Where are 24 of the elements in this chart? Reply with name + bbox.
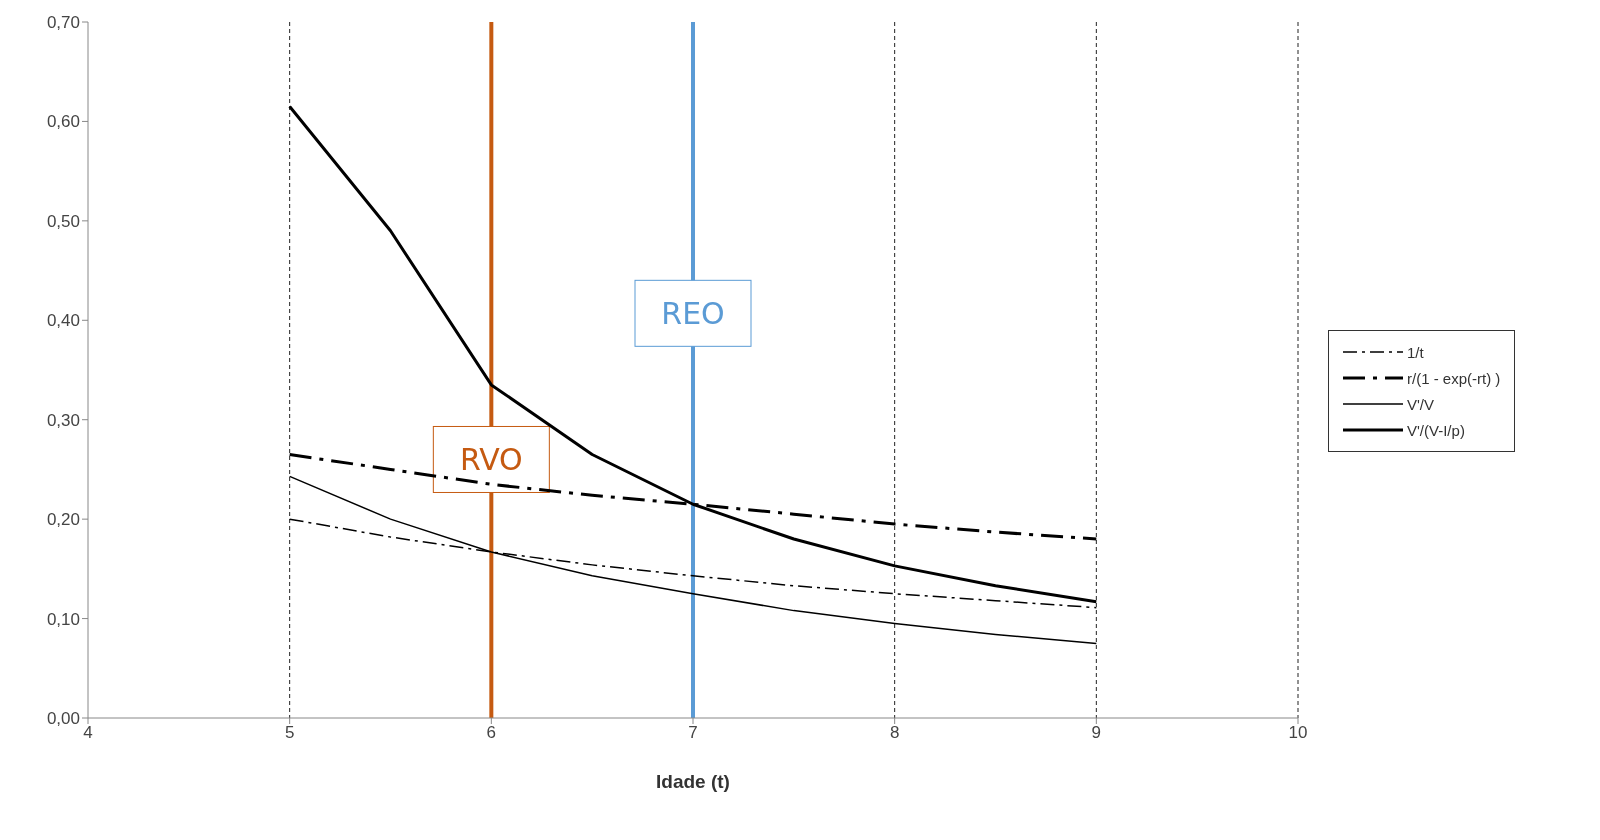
legend-label: V'/(V-I/p) <box>1407 421 1465 439</box>
y-tick-label: 0,40 <box>46 311 80 331</box>
y-tick-label: 0,10 <box>46 609 80 629</box>
x-tick-label: 7 <box>688 723 698 743</box>
x-tick-label: 10 <box>1288 723 1308 743</box>
legend-label: r/(1 - exp(-rt) ) <box>1407 369 1501 387</box>
x-tick-label: 6 <box>486 723 497 743</box>
y-tick-label: 0,70 <box>46 13 80 33</box>
x-axis-title: Idade (t) <box>656 771 730 792</box>
x-tick-label: 5 <box>284 723 295 743</box>
legend-label: V'/V <box>1407 395 1435 413</box>
x-tick-label: 9 <box>1091 723 1102 743</box>
y-tick-label: 0,20 <box>46 510 80 530</box>
line-series <box>288 105 1098 604</box>
x-tick-label: 4 <box>83 723 93 743</box>
y-tick-label: 0,50 <box>46 211 80 231</box>
line-series <box>288 475 1098 645</box>
legend-label: 1/t <box>1407 343 1424 361</box>
y-tick-label: 0,60 <box>46 112 80 132</box>
ref-line-label: REO <box>661 296 725 332</box>
y-tick-label: 0,00 <box>46 709 80 729</box>
ref-line-label: RVO <box>459 442 523 478</box>
x-tick-label: 8 <box>889 723 900 743</box>
y-tick-label: 0,30 <box>46 410 80 430</box>
